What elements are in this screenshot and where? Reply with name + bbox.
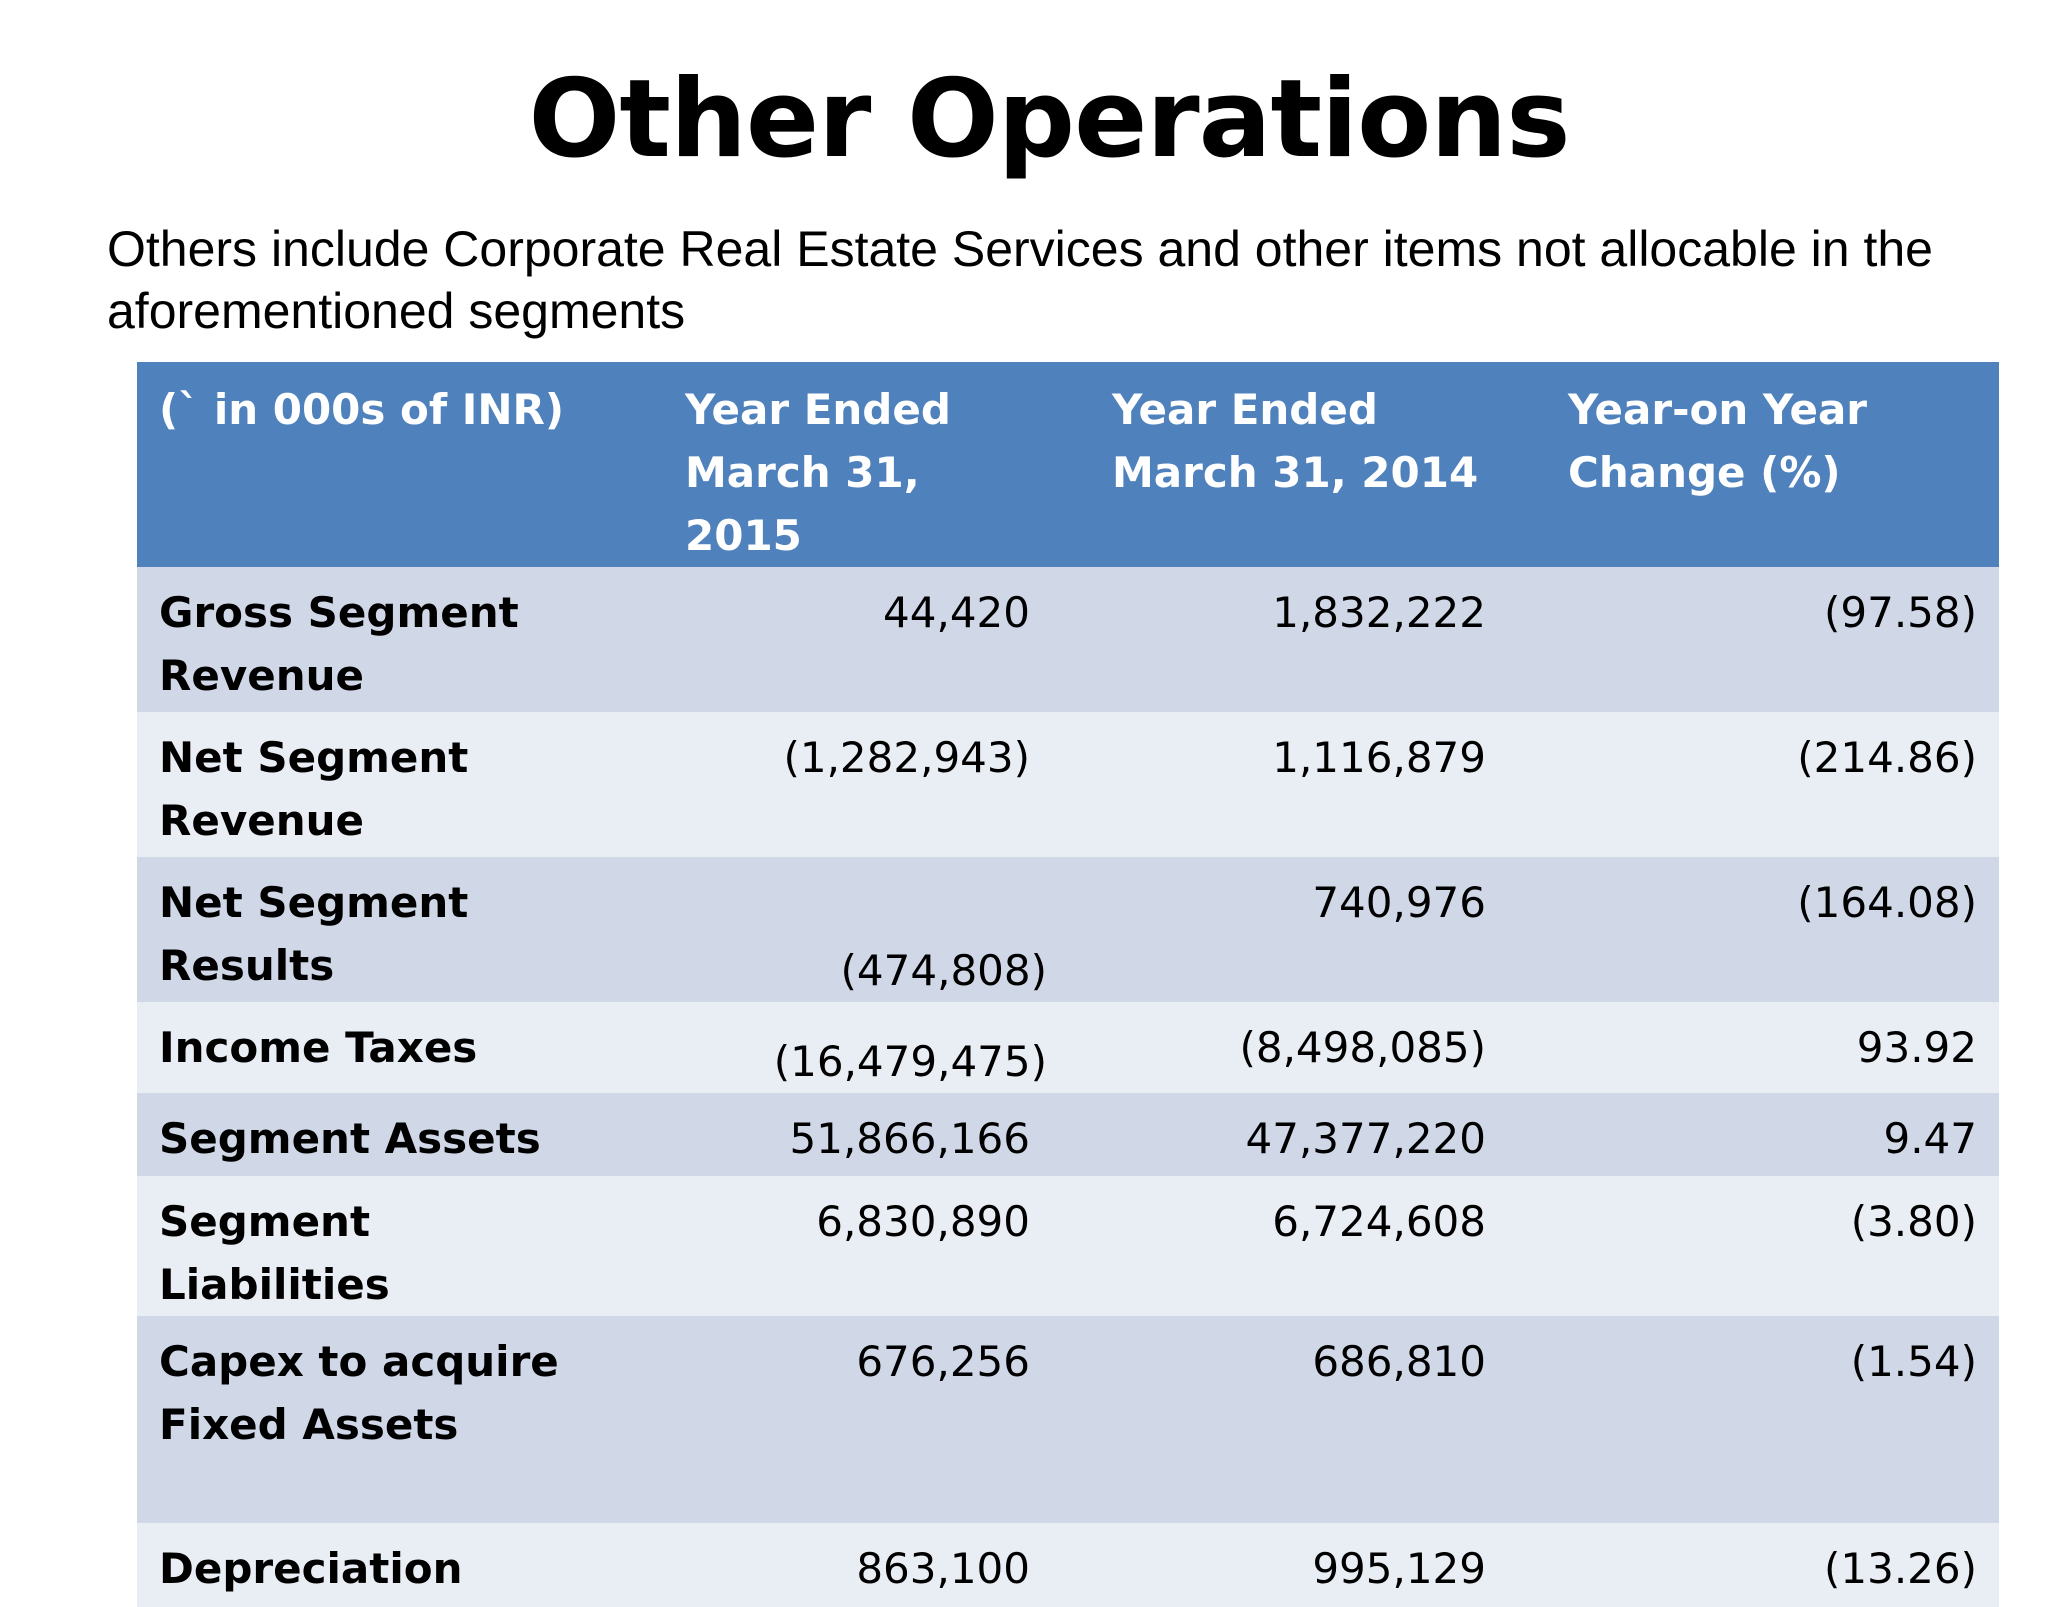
table-row: Segment Liabilities 6,830,890 6,724,608 … xyxy=(137,1176,1999,1316)
cell-yoy-change: (97.58) xyxy=(1823,588,1977,637)
row-label: Net Segment Results xyxy=(159,878,469,990)
cell-fy2015: (474,808) xyxy=(840,946,1047,995)
table-row: Segment Assets 51,866,166 47,377,220 9.4… xyxy=(137,1093,1999,1176)
header-fy2015: Year Ended March 31, 2015 xyxy=(685,385,951,560)
subtitle: Others include Corporate Real Estate Ser… xyxy=(107,221,1933,339)
cell-yoy-change: (214.86) xyxy=(1797,733,1977,782)
cell-fy2015: 44,420 xyxy=(883,588,1030,637)
cell-yoy-change: (3.80) xyxy=(1850,1197,1977,1246)
row-label: Segment Assets xyxy=(159,1114,541,1163)
cell-fy2014: 1,116,879 xyxy=(1272,733,1486,782)
table-row: Capex to acquire Fixed Assets 676,256 68… xyxy=(137,1316,1999,1523)
page-title: Other Operations xyxy=(528,57,1571,182)
table-header-row: (` in 000s of INR) Year Ended March 31, … xyxy=(137,362,1999,567)
table-row: Income Taxes (16,479,475) (8,498,085) 93… xyxy=(137,1002,1999,1093)
header-yoy-change: Year-on Year Change (%) xyxy=(1568,385,1868,497)
cell-fy2015: (16,479,475) xyxy=(773,1037,1047,1086)
row-label: Net Segment Revenue xyxy=(159,733,469,845)
row-label: Income Taxes xyxy=(159,1023,478,1072)
cell-yoy-change: 93.92 xyxy=(1856,1023,1977,1072)
cell-fy2014: 686,810 xyxy=(1312,1337,1486,1386)
cell-fy2015: 51,866,166 xyxy=(789,1114,1030,1163)
table-row: Net Segment Results (474,808) 740,976 (1… xyxy=(137,857,1999,1002)
cell-fy2014: (8,498,085) xyxy=(1239,1023,1486,1072)
cell-yoy-change: 9.47 xyxy=(1883,1114,1977,1163)
segment-table: (` in 000s of INR) Year Ended March 31, … xyxy=(137,362,1999,1607)
table-row: Gross Segment Revenue 44,420 1,832,222 (… xyxy=(137,567,1999,712)
table-row: Net Segment Revenue (1,282,943) 1,116,87… xyxy=(137,712,1999,857)
cell-fy2014: 740,976 xyxy=(1312,878,1486,927)
row-label: Gross Segment Revenue xyxy=(159,588,519,700)
cell-yoy-change: (1.54) xyxy=(1850,1337,1977,1386)
row-label: Capex to acquire Fixed Assets xyxy=(159,1337,559,1449)
cell-fy2014: 1,832,222 xyxy=(1272,588,1486,637)
header-fy2014: Year Ended March 31, 2014 xyxy=(1112,385,1479,497)
header-unit: (` in 000s of INR) xyxy=(159,385,565,434)
cell-fy2014: 6,724,608 xyxy=(1272,1197,1486,1246)
cell-fy2015: (1,282,943) xyxy=(783,733,1030,782)
row-label: Segment Liabilities xyxy=(159,1197,390,1309)
cell-fy2015: 676,256 xyxy=(856,1337,1030,1386)
cell-fy2014: 47,377,220 xyxy=(1245,1114,1486,1163)
cell-fy2015: 6,830,890 xyxy=(816,1197,1030,1246)
cell-yoy-change: (164.08) xyxy=(1797,878,1977,927)
